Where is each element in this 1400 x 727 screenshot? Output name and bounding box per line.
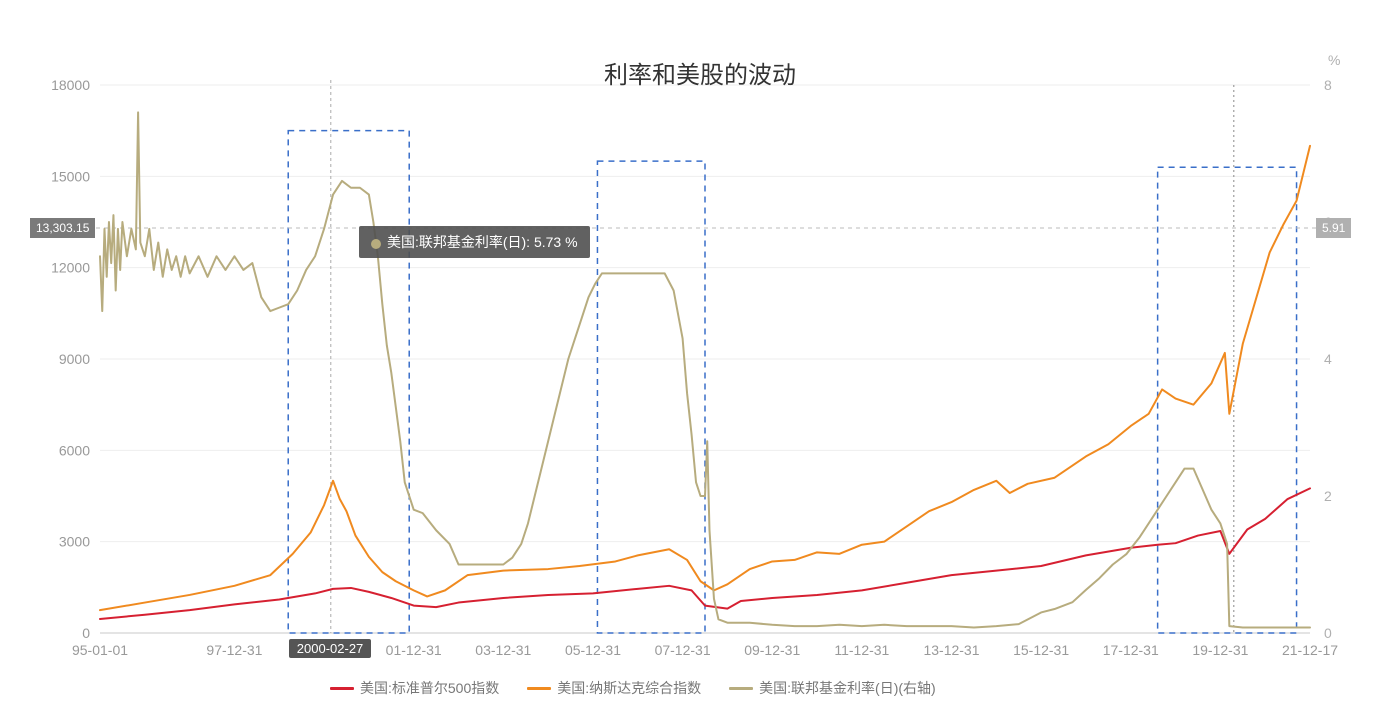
legend-label: 美国:标准普尔500指数 [360,678,499,698]
hover-tooltip: 美国:联邦基金利率(日): 5.73 % [359,226,590,258]
svg-text:09-12-31: 09-12-31 [744,642,800,658]
chart-svg: 030006000900012000150001800002468%95-01-… [0,0,1400,727]
svg-text:13-12-31: 13-12-31 [923,642,979,658]
tooltip-dot-icon [371,239,381,249]
svg-text:97-12-31: 97-12-31 [206,642,262,658]
legend-label: 美国:联邦基金利率(日)(右轴) [759,678,936,698]
y-left-ref-badge: 13,303.15 [30,218,95,238]
svg-text:17-12-31: 17-12-31 [1103,642,1159,658]
legend-item-sp500[interactable]: 美国:标准普尔500指数 [330,678,499,698]
svg-text:15000: 15000 [51,168,90,184]
legend-item-fedrate[interactable]: 美国:联邦基金利率(日)(右轴) [729,678,936,698]
svg-text:15-12-31: 15-12-31 [1013,642,1069,658]
tooltip-text: 美国:联邦基金利率(日): 5.73 % [387,234,578,250]
svg-text:6000: 6000 [59,442,90,458]
svg-text:21-12-17: 21-12-17 [1282,642,1338,658]
svg-text:03-12-31: 03-12-31 [475,642,531,658]
svg-text:0: 0 [82,625,90,641]
svg-text:9000: 9000 [59,351,90,367]
svg-text:12000: 12000 [51,260,90,276]
legend: 美国:标准普尔500指数 美国:纳斯达克综合指数 美国:联邦基金利率(日)(右轴) [330,678,936,698]
chart-container: 利率和美股的波动 0300060009000120001500018000024… [0,0,1400,727]
svg-text:07-12-31: 07-12-31 [655,642,711,658]
chart-title: 利率和美股的波动 [0,55,1400,90]
svg-text:19-12-31: 19-12-31 [1192,642,1248,658]
legend-swatch-icon [729,687,753,690]
svg-text:01-12-31: 01-12-31 [386,642,442,658]
cursor-date-tag: 2000-02-27 [289,639,372,658]
svg-text:05-12-31: 05-12-31 [565,642,621,658]
legend-item-nasdaq[interactable]: 美国:纳斯达克综合指数 [527,678,701,698]
svg-text:95-01-01: 95-01-01 [72,642,128,658]
svg-text:2: 2 [1324,488,1332,504]
svg-text:3000: 3000 [59,534,90,550]
legend-label: 美国:纳斯达克综合指数 [557,678,701,698]
svg-text:11-12-31: 11-12-31 [834,642,889,658]
y-right-ref-badge: 5.91 [1316,218,1351,238]
svg-text:4: 4 [1324,351,1332,367]
legend-swatch-icon [330,687,354,690]
svg-text:0: 0 [1324,625,1332,641]
legend-swatch-icon [527,687,551,690]
